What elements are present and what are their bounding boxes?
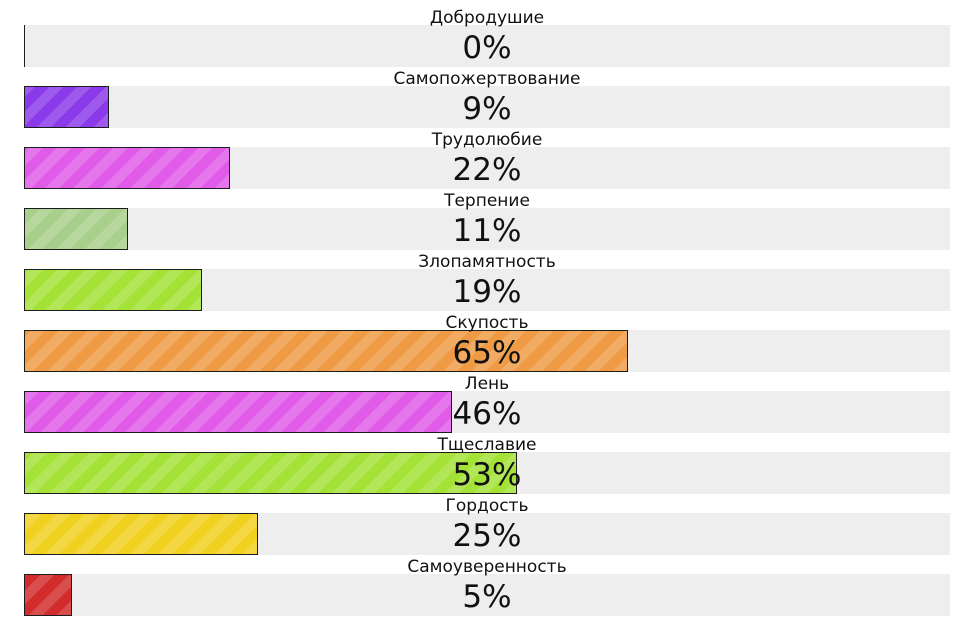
percent-value: 25% <box>452 518 522 554</box>
trait-row: Скупость 65% <box>0 303 975 372</box>
percent-value: 5% <box>462 579 512 615</box>
percent-value: 19% <box>452 274 522 310</box>
progress-track <box>24 330 950 372</box>
trait-row: Злопамятность 19% <box>0 242 975 311</box>
trait-label: Лень <box>464 374 510 394</box>
progress-fill <box>24 513 258 555</box>
progress-track <box>24 574 950 616</box>
progress-fill <box>24 269 202 311</box>
trait-row: Гордость 25% <box>0 486 975 555</box>
progress-track <box>24 147 950 189</box>
percent-value: 65% <box>452 335 522 371</box>
trait-label: Скупость <box>445 313 529 333</box>
trait-row: Самопожертвование 9% <box>0 59 975 128</box>
percent-value: 0% <box>462 30 512 66</box>
trait-row: Самоуверенность 5% <box>0 547 975 616</box>
progress-track <box>24 25 950 67</box>
percent-value: 46% <box>452 396 522 432</box>
trait-label: Трудолюбие <box>431 130 543 150</box>
progress-fill <box>24 86 109 128</box>
progress-track <box>24 269 950 311</box>
trait-label: Самоуверенность <box>407 557 567 577</box>
percent-value: 53% <box>452 457 522 493</box>
progress-fill <box>24 391 452 433</box>
trait-label: Тщеславие <box>437 435 537 455</box>
progress-fill <box>24 330 628 372</box>
progress-fill <box>24 208 128 250</box>
progress-track <box>24 452 950 494</box>
progress-track <box>24 513 950 555</box>
trait-label: Добродушие <box>429 8 545 28</box>
trait-row: Терпение 11% <box>0 181 975 250</box>
percent-value: 9% <box>462 91 512 127</box>
progress-track <box>24 86 950 128</box>
percent-value: 11% <box>452 213 522 249</box>
progress-fill <box>24 25 25 67</box>
trait-row: Добродушие 0% <box>0 0 975 67</box>
trait-label: Самопожертвование <box>393 69 581 89</box>
percent-value: 22% <box>452 152 522 188</box>
trait-row: Лень 46% <box>0 364 975 433</box>
progress-fill <box>24 574 72 616</box>
trait-label: Гордость <box>445 496 529 516</box>
progress-fill <box>24 147 230 189</box>
trait-row: Трудолюбие 22% <box>0 120 975 189</box>
trait-row: Тщеславие 53% <box>0 425 975 494</box>
progress-track <box>24 208 950 250</box>
trait-label: Злопамятность <box>418 252 556 272</box>
progress-track <box>24 391 950 433</box>
trait-label: Терпение <box>444 191 530 211</box>
progress-fill <box>24 452 517 494</box>
